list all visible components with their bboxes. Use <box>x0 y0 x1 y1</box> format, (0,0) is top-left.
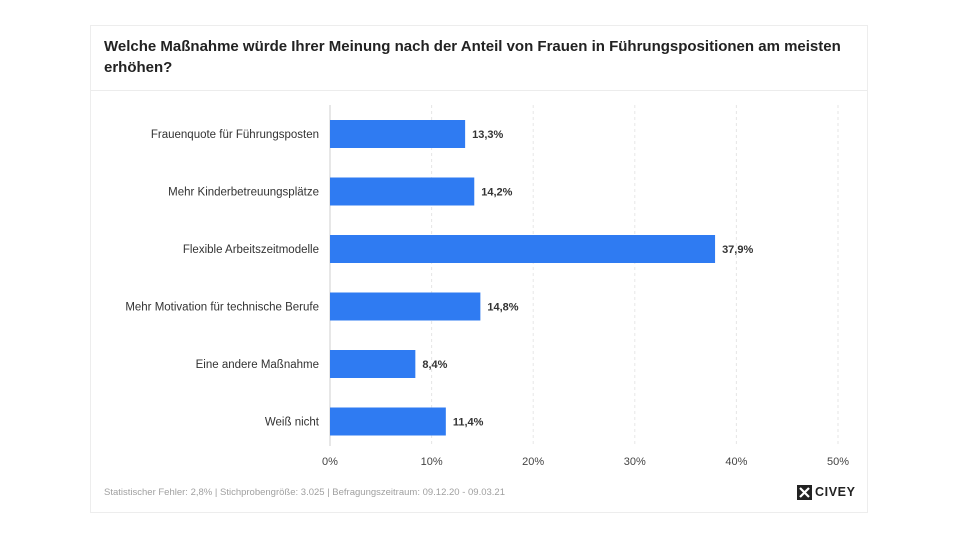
category-label: Mehr Kinderbetreuungsplätze <box>168 187 319 199</box>
category-label: Mehr Motivation für technische Berufe <box>125 302 319 314</box>
data-label: 13,3% <box>472 129 503 141</box>
bar <box>330 235 716 263</box>
x-tick-label: 0% <box>322 456 338 468</box>
footer-note: Statistischer Fehler: 2,8% | Stichproben… <box>104 487 505 498</box>
data-label: 11,4% <box>453 417 484 429</box>
category-label: Weiß nicht <box>265 417 320 429</box>
data-label: 37,9% <box>722 244 753 256</box>
civey-logo: CIVEY <box>797 484 856 500</box>
bar <box>330 177 475 206</box>
x-tick-label: 50% <box>827 456 849 468</box>
data-label: 8,4% <box>422 359 447 371</box>
category-label: Flexible Arbeitszeitmodelle <box>183 244 319 256</box>
x-tick-label: 30% <box>624 456 646 468</box>
bar <box>330 120 466 148</box>
category-label: Eine andere Maßnahme <box>196 359 319 371</box>
civey-logo-text: CIVEY <box>815 485 856 499</box>
data-label: 14,8% <box>487 302 518 314</box>
civey-logo-icon <box>797 484 812 500</box>
bar <box>330 292 481 321</box>
bar <box>330 407 446 436</box>
category-label: Frauenquote für Führungsposten <box>151 129 319 141</box>
data-label: 14,2% <box>481 187 512 199</box>
x-tick-label: 10% <box>421 456 443 468</box>
bar <box>330 350 416 378</box>
x-tick-label: 20% <box>522 456 544 468</box>
title-divider <box>91 90 867 91</box>
x-tick-label: 40% <box>725 456 747 468</box>
chart-card <box>90 25 868 513</box>
chart-title: Welche Maßnahme würde Ihrer Meinung nach… <box>104 38 841 76</box>
